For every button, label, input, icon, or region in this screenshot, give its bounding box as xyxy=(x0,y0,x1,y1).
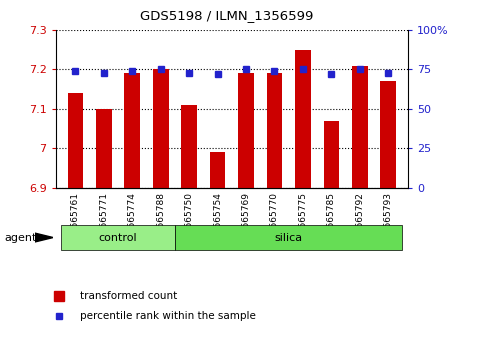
Bar xyxy=(210,152,226,188)
Text: percentile rank within the sample: percentile rank within the sample xyxy=(80,312,256,321)
Bar xyxy=(324,121,339,188)
Bar xyxy=(68,93,83,188)
Bar xyxy=(238,73,254,188)
Bar xyxy=(96,109,112,188)
Text: silica: silica xyxy=(275,233,303,242)
Bar xyxy=(267,73,282,188)
Bar xyxy=(381,81,396,188)
Bar xyxy=(153,69,169,188)
Bar xyxy=(125,73,140,188)
Bar xyxy=(61,225,175,250)
Text: GDS5198 / ILMN_1356599: GDS5198 / ILMN_1356599 xyxy=(141,9,313,22)
Bar xyxy=(295,50,311,188)
Bar xyxy=(175,225,402,250)
Text: agent: agent xyxy=(5,233,37,242)
Text: transformed count: transformed count xyxy=(80,291,177,301)
Bar xyxy=(352,65,368,188)
Polygon shape xyxy=(35,233,53,242)
Text: control: control xyxy=(99,233,138,242)
Bar xyxy=(182,105,197,188)
